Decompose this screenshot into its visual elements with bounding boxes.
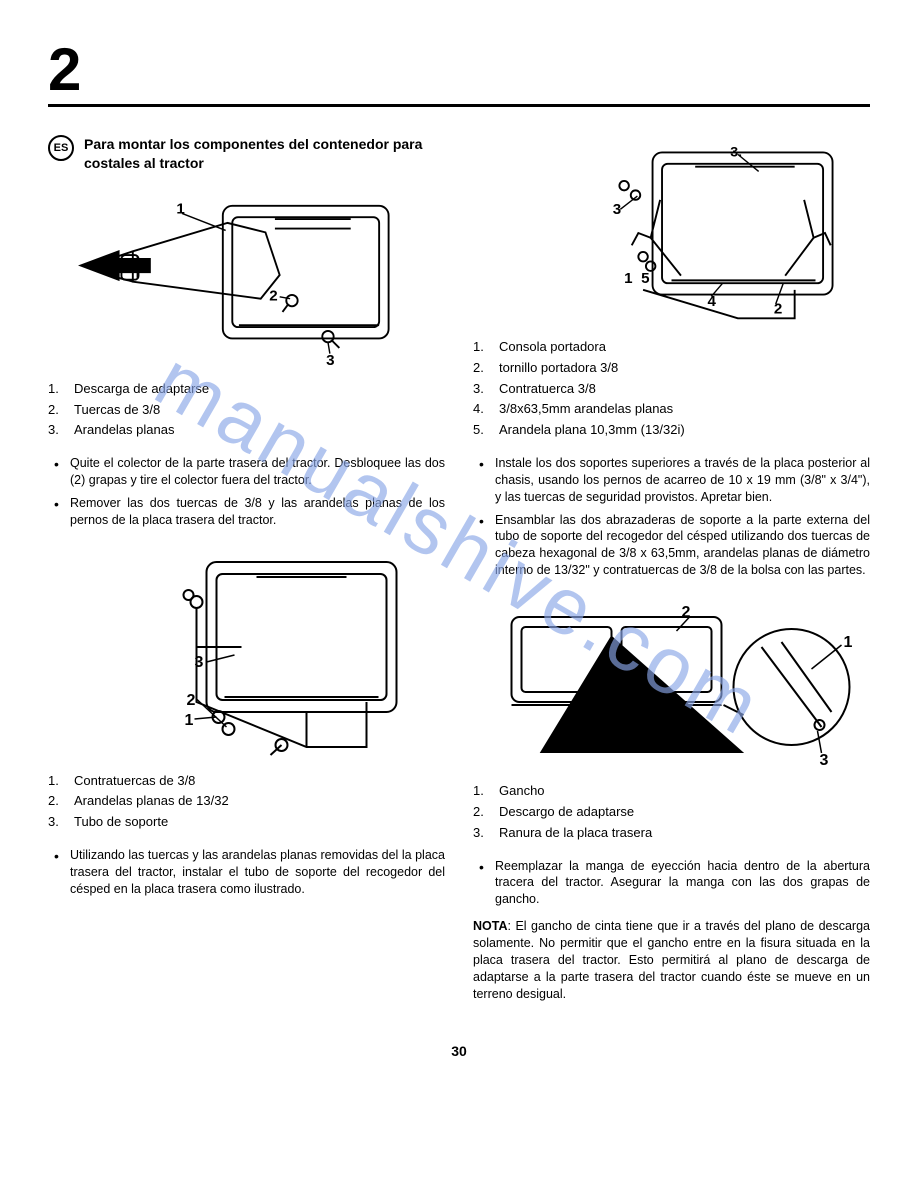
legend-num: 2.	[473, 802, 491, 823]
bullet-item: Quite el colector de la parte trasera de…	[70, 455, 445, 489]
fig-label: 1	[844, 634, 853, 651]
note-label: NOTA	[473, 919, 508, 933]
chapter-number: 2	[48, 40, 870, 100]
legend-num: 1.	[473, 781, 491, 802]
legend-num: 2.	[48, 400, 66, 421]
figure-right-1: 1 2 3 4 5 3.	[473, 143, 870, 323]
legend-text: Arandelas planas de 13/32	[74, 791, 229, 812]
bullets-left-2: Utilizando las tuercas y las arandelas p…	[48, 847, 445, 898]
legend-num: 3.	[48, 420, 66, 441]
legend-text: Arandelas planas	[74, 420, 174, 441]
content-columns: ES Para montar los componentes del conte…	[48, 135, 870, 1003]
legend-text: Contratuerca 3/8	[499, 379, 596, 400]
legend-text: Descargo de adaptarse	[499, 802, 634, 823]
note-paragraph: NOTA: El gancho de cinta tiene que ir a …	[473, 918, 870, 1002]
legend-text: Ranura de la placa trasera	[499, 823, 652, 844]
fig-label: 3	[195, 654, 204, 671]
legend-text: Descarga de adaptarse	[74, 379, 209, 400]
legend-num: 4.	[473, 399, 491, 420]
legend-left-1: 1. Descarga de adaptarse 2. Tuercas de 3/8…	[48, 379, 445, 441]
fig-label: 2	[774, 301, 782, 318]
legend-text: Tuercas de 3/8	[74, 400, 160, 421]
language-badge: ES	[48, 135, 74, 161]
figure-right-2: 2 1 3	[473, 597, 870, 767]
legend-num: 2.	[48, 791, 66, 812]
bullets-right-1: Instale los dos soportes superiores a tr…	[473, 455, 870, 579]
section-heading: Para montar los componentes del contened…	[84, 135, 445, 173]
bullets-right-2: Reemplazar la manga de eyección hacia de…	[473, 858, 870, 909]
fig-label: 2	[187, 692, 196, 709]
legend-left-2: 1. Contratuercas de 3/8 2. Arandelas plana…	[48, 771, 445, 833]
legend-text: 3/8x63,5mm arandelas planas	[499, 399, 673, 420]
legend-text: Consola portadora	[499, 337, 606, 358]
legend-num: 3.	[473, 823, 491, 844]
fig-label: 3	[613, 201, 621, 218]
heading-row: ES Para montar los componentes del conte…	[48, 135, 445, 173]
legend-num: 1.	[473, 337, 491, 358]
page-number: 30	[48, 1043, 870, 1059]
legend-right-1: 1. Consola portadora 2. tornillo portadora…	[473, 337, 870, 441]
bullets-left-1: Quite el colector de la parte trasera de…	[48, 455, 445, 529]
bullet-item: Utilizando las tuercas y las arandelas p…	[70, 847, 445, 898]
figure-left-1: 1 2 3	[48, 185, 445, 365]
fig-label: 2	[269, 287, 277, 304]
fig-label: 3	[820, 752, 829, 767]
legend-text: tornillo portadora 3/8	[499, 358, 618, 379]
fig-label: 1	[185, 712, 194, 729]
legend-num: 3.	[48, 812, 66, 833]
bullet-item: Ensamblar las dos abrazaderas de soporte…	[495, 512, 870, 580]
page-header: 2	[48, 40, 870, 107]
bullet-item: Reemplazar la manga de eyección hacia de…	[495, 858, 870, 909]
legend-num: 2.	[473, 358, 491, 379]
fig-label: 3	[326, 352, 334, 365]
right-column: 1 2 3 4 5 3. 1. Consola portadora 2. torni…	[473, 135, 870, 1003]
legend-right-2: 1. Gancho 2. Descargo de adaptarse 3. Ranur…	[473, 781, 870, 843]
legend-num: 3.	[473, 379, 491, 400]
figure-left-2: 1 2 3	[48, 547, 445, 757]
legend-text: Arandela plana 10,3mm (13/32i)	[499, 420, 685, 441]
legend-text: Contratuercas de 3/8	[74, 771, 195, 792]
fig-label: 3.	[730, 144, 742, 160]
fig-label: 1	[176, 200, 184, 217]
fig-label: 5	[641, 270, 649, 287]
legend-num: 1.	[48, 379, 66, 400]
legend-text: Tubo de soporte	[74, 812, 168, 833]
legend-num: 1.	[48, 771, 66, 792]
legend-num: 5.	[473, 420, 491, 441]
fig-label: 1	[624, 270, 632, 287]
bullet-item: Instale los dos soportes superiores a tr…	[495, 455, 870, 506]
left-column: ES Para montar los componentes del conte…	[48, 135, 445, 1003]
note-text: : El gancho de cinta tiene que ir a trav…	[473, 919, 870, 1001]
legend-text: Gancho	[499, 781, 545, 802]
bullet-item: Remover las dos tuercas de 3/8 y las ara…	[70, 495, 445, 529]
